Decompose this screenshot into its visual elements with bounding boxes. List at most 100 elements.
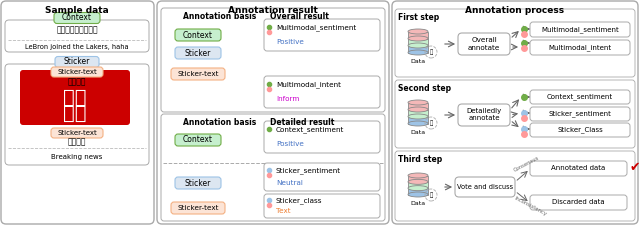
FancyBboxPatch shape [175,47,221,59]
Text: Annotated data: Annotated data [552,166,605,171]
Text: Annotation result: Annotation result [228,6,318,15]
FancyBboxPatch shape [5,64,149,165]
Text: Text: Text [276,208,291,214]
Text: Sticker: Sticker [185,49,211,58]
FancyBboxPatch shape [175,29,221,41]
Bar [408,38,428,45]
Text: Inconsistency: Inconsistency [513,196,547,217]
FancyBboxPatch shape [264,76,380,108]
Text: Context_sentiment: Context_sentiment [547,94,613,100]
FancyBboxPatch shape [458,33,510,55]
FancyBboxPatch shape [161,114,385,221]
Bar [408,117,428,124]
Text: Data: Data [410,130,426,135]
FancyBboxPatch shape [51,128,103,138]
Bar [408,32,428,38]
Text: Context: Context [183,135,213,144]
Text: Sticker_Class: Sticker_Class [557,127,603,133]
Ellipse shape [408,186,428,191]
Text: 消息: 消息 [63,104,87,122]
Text: 🔒: 🔒 [429,192,433,198]
FancyBboxPatch shape [395,80,635,148]
FancyBboxPatch shape [530,22,630,37]
Bar [408,45,428,52]
Ellipse shape [408,36,428,41]
FancyBboxPatch shape [395,9,635,77]
FancyBboxPatch shape [171,202,225,214]
FancyBboxPatch shape [171,68,225,80]
Text: Sticker_sentiment: Sticker_sentiment [276,167,341,174]
Text: Context: Context [183,31,213,40]
Text: 🔒: 🔒 [429,49,433,55]
Text: Third step: Third step [398,155,442,164]
Text: Annotation basis: Annotation basis [183,12,256,21]
Ellipse shape [408,43,428,48]
Text: Detailedly
annotate: Detailedly annotate [467,108,502,122]
Bar [408,182,428,188]
Text: Context: Context [62,14,92,22]
Text: Inform: Inform [276,96,300,102]
Text: Neutral: Neutral [276,180,303,186]
Text: Consensus: Consensus [513,155,540,173]
Text: 詹姆斯去湖人啦哈哈: 詹姆斯去湖人啦哈哈 [56,25,98,34]
Ellipse shape [408,114,428,119]
FancyBboxPatch shape [1,1,154,224]
FancyBboxPatch shape [5,20,149,52]
FancyBboxPatch shape [55,56,99,68]
Text: Sticker-text: Sticker-text [57,130,97,136]
Bar [408,110,428,117]
Text: Annotation process: Annotation process [465,6,564,15]
FancyBboxPatch shape [175,134,221,146]
Ellipse shape [408,100,428,105]
Text: Multimodal_sentiment: Multimodal_sentiment [276,25,356,31]
Text: Sticker-text: Sticker-text [177,71,219,77]
Text: 🔒: 🔒 [429,120,433,126]
Text: Sticker-text: Sticker-text [57,69,97,75]
Text: Sticker_class: Sticker_class [276,197,323,204]
Text: Positive: Positive [276,39,304,45]
Ellipse shape [408,107,428,112]
Text: Overall result: Overall result [270,12,329,21]
Text: Data: Data [410,59,426,64]
Text: Multimodal_intent: Multimodal_intent [276,82,341,88]
Ellipse shape [408,121,428,126]
FancyBboxPatch shape [54,13,100,23]
FancyBboxPatch shape [530,90,630,104]
Bar [408,103,428,110]
FancyBboxPatch shape [264,19,380,51]
Text: 重磅消息: 重磅消息 [68,77,86,86]
FancyBboxPatch shape [458,104,510,126]
Text: Sticker-text: Sticker-text [177,205,219,211]
Text: Sticker: Sticker [64,58,90,67]
FancyBboxPatch shape [161,8,385,112]
Bar [408,188,428,194]
Text: Context_sentiment: Context_sentiment [276,127,344,133]
Text: Sticker_sentiment: Sticker_sentiment [548,111,611,117]
Text: Multimodal_intent: Multimodal_intent [548,44,612,51]
FancyBboxPatch shape [395,151,635,221]
Text: Vote and discuss: Vote and discuss [457,184,513,190]
Text: LeBron joined the Lakers, haha: LeBron joined the Lakers, haha [25,44,129,50]
FancyBboxPatch shape [455,177,515,197]
Text: First step: First step [398,13,439,22]
Text: 重磅: 重磅 [63,88,87,106]
FancyBboxPatch shape [530,123,630,137]
Text: Data: Data [410,201,426,206]
FancyBboxPatch shape [175,177,221,189]
Text: 重磅消息: 重磅消息 [68,137,86,146]
FancyBboxPatch shape [20,70,130,125]
Bar [408,176,428,182]
FancyBboxPatch shape [264,194,380,218]
Ellipse shape [408,173,428,178]
FancyBboxPatch shape [392,1,638,224]
Text: Discarded data: Discarded data [552,200,605,205]
Text: Annotation basis: Annotation basis [183,118,256,127]
FancyBboxPatch shape [530,40,630,55]
Text: Sample data: Sample data [45,6,109,15]
FancyBboxPatch shape [157,1,389,224]
Ellipse shape [408,192,428,197]
Text: Positive: Positive [276,141,304,147]
Text: ✔: ✔ [630,162,640,175]
FancyBboxPatch shape [530,107,630,121]
FancyBboxPatch shape [530,195,627,210]
